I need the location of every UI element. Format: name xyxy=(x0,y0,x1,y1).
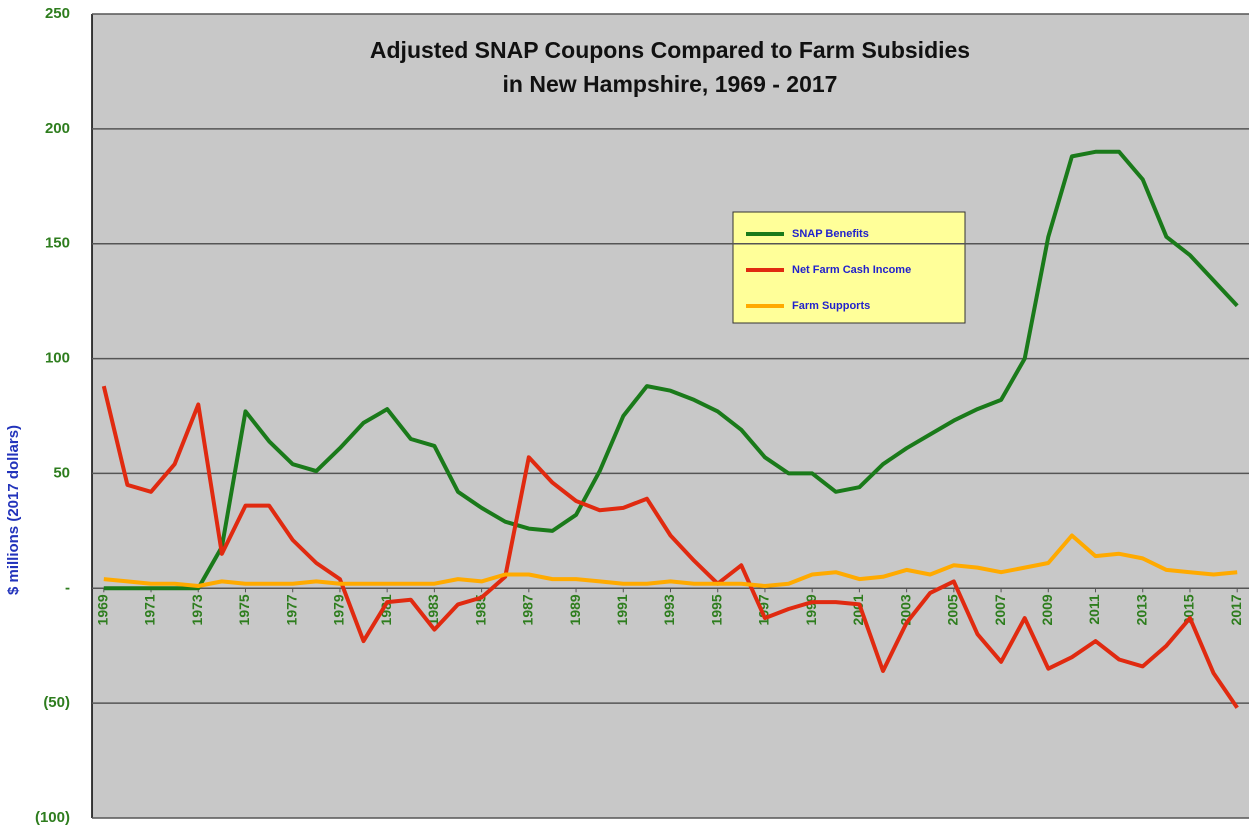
x-tick-label: 2011 xyxy=(1086,594,1102,625)
y-tick-label: 250 xyxy=(45,5,70,22)
x-tick-label: 1987 xyxy=(520,594,536,625)
x-tick-label: 1979 xyxy=(331,594,347,625)
y-axis-label: $ millions (2017 dollars) xyxy=(5,425,22,595)
x-tick-label: 2003 xyxy=(897,594,913,625)
x-tick-label: 1971 xyxy=(142,594,158,625)
x-tick-label: 1989 xyxy=(567,594,583,625)
x-tick-label: 1973 xyxy=(189,594,205,625)
legend: SNAP Benefits Net Farm Cash Income Farm Su… xyxy=(732,211,966,324)
x-tick-label: 1999 xyxy=(803,594,819,625)
y-tick-label: (50) xyxy=(43,694,70,711)
x-tick-label: 2009 xyxy=(1039,594,1055,625)
x-tick-label: 2007 xyxy=(992,594,1008,625)
x-tick-label: 2017 xyxy=(1228,594,1244,625)
legend-label: Farm Supports xyxy=(792,300,870,312)
series-line xyxy=(101,385,1239,709)
series-line xyxy=(103,533,1238,588)
y-tick-label: 150 xyxy=(45,235,70,252)
x-tick-label: 2013 xyxy=(1133,594,1149,625)
y-tick-label: 50 xyxy=(53,464,70,481)
x-tick-label: 1969 xyxy=(95,594,111,625)
y-tick-label: - xyxy=(65,579,70,596)
plot-area xyxy=(92,14,1249,818)
x-tick-label: 1985 xyxy=(472,594,488,625)
x-tick-label: 1977 xyxy=(283,594,299,625)
y-tick-label: 200 xyxy=(45,120,70,137)
y-tick-label: (100) xyxy=(35,809,70,826)
x-tick-label: 1995 xyxy=(708,594,724,625)
legend-label: Net Farm Cash Income xyxy=(792,264,911,276)
x-tick-label: 1983 xyxy=(425,594,441,625)
chart-title: in New Hampshire, 1969 - 2017 xyxy=(503,71,838,97)
legend-label: SNAP Benefits xyxy=(792,228,869,240)
x-tick-label: 1991 xyxy=(614,594,630,625)
x-tick-label: 1993 xyxy=(661,594,677,625)
chart-title: Adjusted SNAP Coupons Compared to Farm S… xyxy=(370,37,970,63)
series-line xyxy=(103,149,1239,591)
x-tick-label: 2005 xyxy=(945,594,961,625)
x-tick-label: 2015 xyxy=(1181,594,1197,625)
y-tick-label: 100 xyxy=(45,350,70,367)
x-tick-label: 1975 xyxy=(236,594,252,625)
